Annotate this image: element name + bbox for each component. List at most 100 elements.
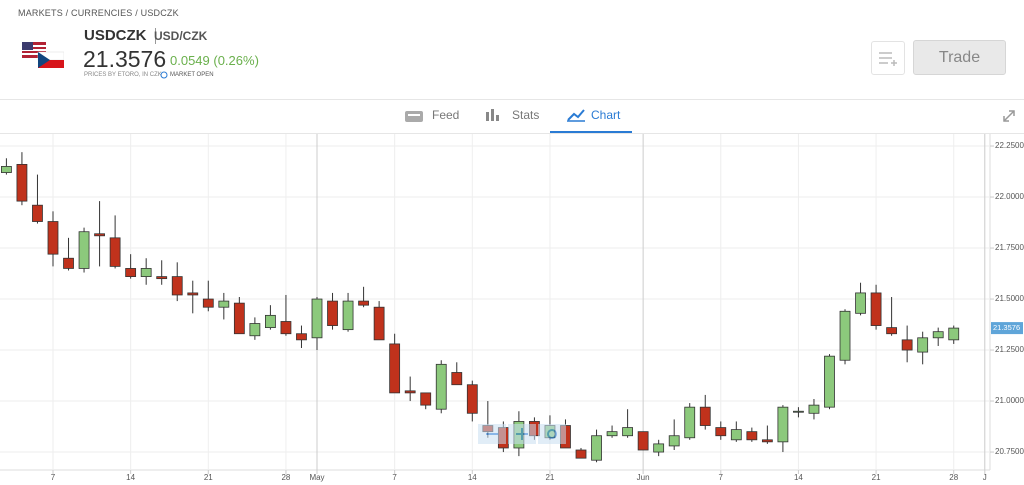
candle-body xyxy=(296,333,307,341)
candle-body xyxy=(63,257,74,269)
flag-icon xyxy=(22,42,64,68)
candle-body xyxy=(233,302,245,335)
candle-body xyxy=(358,300,369,306)
candle-body xyxy=(746,431,758,441)
last-price-label: 21.3576 xyxy=(993,323,1020,332)
y-tick-label: 21.2500 xyxy=(995,345,1024,354)
candle-body xyxy=(466,384,478,414)
candle-body xyxy=(16,163,28,202)
breadcrumb[interactable]: MARKETS / CURRENCIES / USDCZK xyxy=(18,8,179,18)
price-change: 0.0549 (0.26%) xyxy=(170,53,259,68)
x-tick-label: J xyxy=(983,473,987,482)
candle-body xyxy=(32,204,43,222)
y-tick-label: 21.7500 xyxy=(995,243,1024,252)
stats-icon xyxy=(486,109,499,121)
candle-body xyxy=(404,390,416,394)
active-tab-underline xyxy=(550,131,632,133)
y-tick-label: 21.0000 xyxy=(995,396,1024,405)
candle-body xyxy=(637,431,649,451)
x-tick-label: 7 xyxy=(392,473,397,482)
tab[interactable]: Chart xyxy=(591,108,621,122)
x-tick-label: 14 xyxy=(126,473,135,482)
candle-body xyxy=(187,292,199,296)
candle-body xyxy=(699,406,711,426)
candle-body xyxy=(793,410,804,413)
tab[interactable]: Stats xyxy=(512,108,540,122)
divider xyxy=(0,133,1024,134)
market-status: MARKET OPEN xyxy=(170,72,214,78)
candle-body xyxy=(171,276,183,296)
reset-zoom[interactable] xyxy=(538,424,566,444)
candle-body xyxy=(311,298,323,339)
candle-body xyxy=(156,276,168,280)
expand-button[interactable] xyxy=(1001,108,1017,124)
watchlist-button[interactable] xyxy=(871,41,905,75)
y-tick-label: 22.0000 xyxy=(995,192,1024,201)
x-tick-label: 21 xyxy=(204,473,213,482)
candle-body xyxy=(870,292,882,326)
candle-body xyxy=(855,292,866,314)
candle-body xyxy=(932,331,944,339)
candle-body xyxy=(761,439,773,443)
candle-body xyxy=(94,233,105,237)
candle-body xyxy=(373,306,385,341)
x-tick-label: 21 xyxy=(545,473,554,482)
candle-body xyxy=(47,221,59,255)
x-tick-label: 14 xyxy=(468,473,477,482)
candle-body xyxy=(901,339,913,351)
feed-icon xyxy=(405,111,423,122)
zoom-controls xyxy=(478,424,566,444)
candle-body xyxy=(0,166,12,173)
trade-button[interactable]: Trade xyxy=(913,40,1006,75)
candle-body xyxy=(653,443,665,453)
candle-body xyxy=(451,372,463,386)
candle-body xyxy=(389,343,401,394)
candle-body xyxy=(342,300,354,331)
candle-body xyxy=(839,310,851,361)
y-tick-label: 20.7500 xyxy=(995,447,1024,456)
candle-body xyxy=(591,435,602,461)
candle-body xyxy=(808,404,820,414)
divider xyxy=(0,99,1024,100)
candle-body xyxy=(218,300,230,308)
y-tick-label: 21.5000 xyxy=(995,294,1024,303)
x-tick-label: 28 xyxy=(949,473,958,482)
candle-body xyxy=(327,300,338,326)
tab[interactable]: Feed xyxy=(432,108,460,122)
candle-body xyxy=(886,327,898,335)
x-tick-label: 21 xyxy=(872,473,881,482)
price: 21.3576 xyxy=(83,46,167,72)
price-source: PRICES BY ETORO, IN CZK xyxy=(84,72,162,78)
candle-body xyxy=(824,355,835,408)
candle-body xyxy=(280,321,292,335)
candle-body xyxy=(78,231,90,269)
x-tick-label: 7 xyxy=(719,473,724,482)
candle-body xyxy=(777,406,789,443)
candle-body xyxy=(622,427,633,437)
chart-icon xyxy=(567,109,585,122)
last-price-box xyxy=(991,322,1023,335)
candle-body xyxy=(435,363,447,410)
candle-body xyxy=(730,429,742,441)
x-tick-label: Jun xyxy=(637,473,650,482)
candle-body xyxy=(668,435,680,447)
candle-body xyxy=(202,298,214,308)
instrument-name: USD/CZK xyxy=(154,29,208,43)
candle-body xyxy=(715,427,727,437)
candle-body xyxy=(109,237,121,267)
x-tick-label: 28 xyxy=(281,473,290,482)
status-icon xyxy=(160,71,168,79)
candle-body xyxy=(125,268,137,278)
candle-body xyxy=(606,431,618,437)
candle-body xyxy=(684,406,696,439)
y-tick-label: 22.2500 xyxy=(995,141,1024,150)
candle-body xyxy=(140,268,152,278)
candle-body xyxy=(917,337,929,353)
candle-body xyxy=(420,392,432,406)
candle-body xyxy=(948,327,960,341)
candle-body xyxy=(249,323,261,337)
watchlist-icon xyxy=(879,52,897,66)
candle-body xyxy=(575,449,587,459)
